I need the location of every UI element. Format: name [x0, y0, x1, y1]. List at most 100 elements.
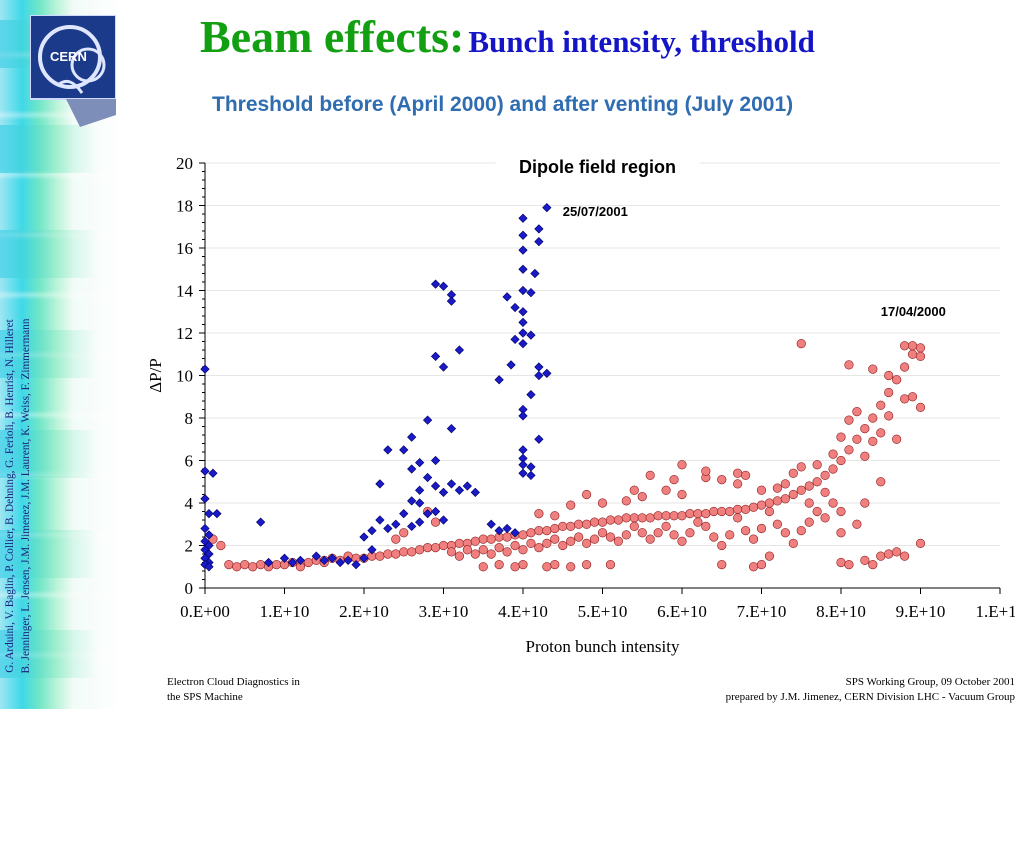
data-point-17-04-2000	[446, 547, 457, 557]
data-point-17-04-2000	[733, 468, 743, 478]
data-point-25-07-2001	[415, 485, 425, 495]
data-point-25-07-2001	[399, 445, 409, 455]
data-point-17-04-2000	[915, 351, 926, 361]
data-point-17-04-2000	[637, 528, 647, 538]
data-point-17-04-2000	[518, 560, 528, 570]
chart-ticks: 0 2 4 6 8 10 12 14 16 18 20 0.E+00 1.E+10 2.E+10 3.E+1…	[176, 154, 1015, 621]
authors-line-1: G. Arduini, V. Baglin, P. Collier, B. De…	[4, 319, 16, 673]
data-point-17-04-2000	[550, 560, 560, 570]
data-point-17-04-2000	[756, 500, 767, 510]
data-point-25-07-2001	[542, 368, 552, 378]
data-point-17-04-2000	[788, 489, 798, 500]
authors-text: G. Arduini, V. Baglin, P. Collier, B. De…	[2, 146, 46, 846]
data-point-17-04-2000	[629, 513, 639, 523]
data-point-17-04-2000	[860, 424, 870, 434]
data-point-17-04-2000	[534, 509, 544, 519]
data-point-25-07-2001	[534, 224, 544, 234]
data-point-17-04-2000	[550, 523, 560, 534]
footer-right-line-1: SPS Working Group, 09 October 2001	[845, 676, 1015, 688]
data-point-17-04-2000	[494, 543, 504, 553]
y-axis-label: ΔP/P	[146, 358, 165, 393]
data-point-25-07-2001	[438, 281, 449, 291]
data-point-17-04-2000	[391, 534, 401, 544]
data-point-17-04-2000	[629, 521, 639, 531]
data-point-17-04-2000	[605, 532, 616, 542]
data-point-17-04-2000	[566, 521, 576, 531]
data-point-25-07-2001	[407, 432, 417, 442]
data-point-17-04-2000	[478, 562, 488, 572]
data-point-17-04-2000	[820, 470, 830, 480]
data-point-25-07-2001	[407, 521, 417, 531]
data-point-17-04-2000	[780, 494, 790, 504]
data-point-25-07-2001	[415, 517, 425, 527]
data-point-17-04-2000	[899, 394, 910, 404]
data-point-17-04-2000	[868, 364, 878, 374]
data-point-25-07-2001	[311, 551, 321, 561]
data-point-25-07-2001	[375, 515, 385, 525]
data-point-17-04-2000	[621, 496, 631, 506]
footer-left-line-2: the SPS Machine	[167, 691, 243, 703]
data-point-17-04-2000	[876, 400, 886, 410]
data-point-25-07-2001	[518, 285, 528, 296]
data-point-25-07-2001	[295, 555, 306, 565]
data-point-17-04-2000	[788, 538, 798, 548]
data-point-17-04-2000	[907, 349, 918, 359]
data-point-17-04-2000	[892, 434, 902, 444]
data-point-17-04-2000	[876, 551, 886, 561]
data-point-25-07-2001	[526, 288, 536, 298]
data-point-17-04-2000	[884, 387, 894, 398]
x-axis-label: Proton bunch intensity	[526, 637, 680, 656]
data-point-25-07-2001	[494, 526, 504, 536]
data-point-17-04-2000	[756, 485, 767, 495]
data-point-17-04-2000	[836, 455, 846, 466]
data-point-25-07-2001	[534, 362, 544, 372]
data-point-25-07-2001	[462, 481, 472, 491]
data-point-17-04-2000	[589, 534, 600, 544]
data-point-25-07-2001	[422, 472, 433, 483]
data-point-17-04-2000	[876, 477, 886, 487]
data-point-17-04-2000	[788, 468, 798, 478]
data-point-17-04-2000	[780, 528, 790, 538]
x-tick-label: 2.E+10	[339, 602, 389, 621]
series-25-07-2001	[200, 203, 552, 572]
slide-subtitle: Threshold before (April 2000) and after …	[212, 93, 794, 116]
data-point-17-04-2000	[701, 466, 711, 476]
data-point-17-04-2000	[717, 475, 727, 485]
data-point-25-07-2001	[204, 562, 214, 572]
data-point-17-04-2000	[820, 487, 830, 497]
data-point-17-04-2000	[756, 560, 767, 570]
data-point-17-04-2000	[899, 362, 910, 372]
data-point-17-04-2000	[836, 557, 846, 568]
footer-right: SPS Working Group, 09 October 2001 prepa…	[595, 675, 1015, 705]
data-point-17-04-2000	[780, 479, 790, 489]
data-point-25-07-2001	[256, 517, 266, 527]
data-point-17-04-2000	[717, 506, 727, 517]
annotation-label: 17/04/2000	[881, 304, 946, 319]
slide-title: Beam effects: Bunch intensity, threshold	[200, 10, 815, 63]
data-point-25-07-2001	[526, 470, 536, 480]
data-point-17-04-2000	[772, 483, 783, 493]
x-tick-label: 9.E+10	[896, 602, 946, 621]
data-point-25-07-2001	[542, 203, 552, 213]
data-point-17-04-2000	[685, 528, 695, 538]
data-point-17-04-2000	[717, 540, 727, 551]
data-point-17-04-2000	[677, 460, 687, 470]
x-tick-label: 4.E+10	[498, 602, 548, 621]
data-point-25-07-2001	[518, 230, 528, 240]
data-point-17-04-2000	[709, 506, 719, 517]
data-point-17-04-2000	[844, 415, 854, 425]
data-point-17-04-2000	[685, 509, 695, 519]
data-point-25-07-2001	[212, 509, 222, 519]
data-point-17-04-2000	[733, 504, 743, 514]
data-point-25-07-2001	[506, 360, 516, 370]
x-tick-label: 7.E+10	[737, 602, 787, 621]
data-point-17-04-2000	[510, 562, 520, 572]
data-point-25-07-2001	[502, 523, 512, 534]
annotation-label: 25/07/2001	[563, 204, 628, 219]
chart-annotations: 25/07/2001 17/04/2000	[563, 204, 946, 319]
data-point-17-04-2000	[733, 479, 743, 489]
data-point-17-04-2000	[915, 538, 926, 548]
y-tick-label: 18	[176, 197, 193, 216]
data-point-17-04-2000	[478, 534, 488, 544]
data-point-25-07-2001	[446, 296, 457, 306]
